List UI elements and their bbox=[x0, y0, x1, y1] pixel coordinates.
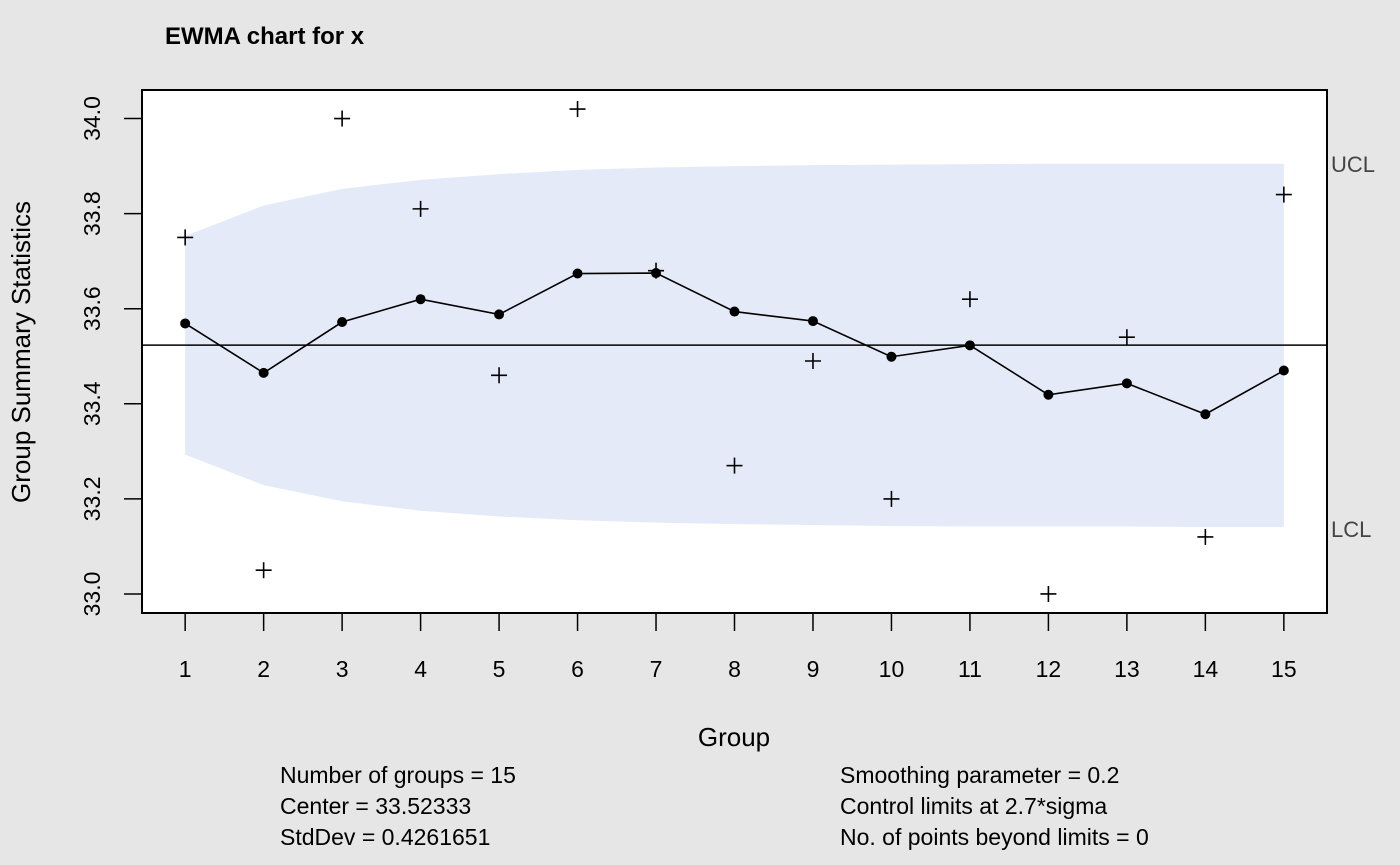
x-tick-label: 15 bbox=[1271, 656, 1297, 682]
ewma-point bbox=[180, 318, 191, 329]
ewma-point bbox=[337, 317, 348, 328]
lcl-label: LCL bbox=[1331, 517, 1371, 542]
ewma-point bbox=[494, 309, 505, 320]
ewma-point bbox=[886, 351, 897, 362]
y-tick-label: 33.4 bbox=[79, 381, 105, 426]
group-stat-point bbox=[255, 562, 272, 579]
group-stat-point bbox=[961, 291, 978, 308]
group-stat-point bbox=[177, 229, 194, 246]
stat-control-limits: Control limits at 2.7*sigma bbox=[840, 793, 1107, 819]
x-tick-label: 14 bbox=[1193, 656, 1219, 682]
ewma-point bbox=[258, 367, 269, 378]
x-tick-label: 4 bbox=[414, 656, 427, 682]
y-tick-label: 33.8 bbox=[79, 191, 105, 236]
group-stat-point bbox=[334, 110, 351, 127]
x-tick-label: 2 bbox=[257, 656, 270, 682]
group-stat-point bbox=[1118, 329, 1135, 346]
ewma-point bbox=[415, 294, 426, 305]
y-axis-label: Group Summary Statistics bbox=[6, 201, 36, 503]
ewma-point bbox=[807, 316, 818, 327]
ewma-point bbox=[1043, 389, 1054, 400]
ewma-point bbox=[572, 268, 583, 279]
x-tick-label: 8 bbox=[728, 656, 741, 682]
chart-title: EWMA chart for x bbox=[165, 23, 365, 50]
group-stat-point bbox=[1275, 186, 1292, 203]
stat-center: Center = 33.52333 bbox=[280, 793, 471, 819]
group-stat-point bbox=[569, 101, 586, 118]
group-stat-point bbox=[1040, 585, 1057, 602]
x-tick-label: 1 bbox=[179, 656, 192, 682]
stats-right: Smoothing parameter = 0.2 Control limits… bbox=[840, 762, 1149, 850]
group-stat-point bbox=[883, 490, 900, 507]
y-tick-label: 33.0 bbox=[79, 572, 105, 617]
x-tick-label: 13 bbox=[1114, 656, 1140, 682]
ucl-label: UCL bbox=[1331, 152, 1375, 177]
x-tick-label: 6 bbox=[571, 656, 584, 682]
ewma-point bbox=[964, 340, 975, 351]
group-stat-point bbox=[804, 353, 821, 370]
x-axis-label: Group bbox=[698, 722, 770, 752]
stat-stddev: StdDev = 0.4261651 bbox=[280, 824, 490, 850]
group-stat-point bbox=[1197, 528, 1214, 545]
ewma-point bbox=[1121, 378, 1132, 389]
x-tick-label: 7 bbox=[650, 656, 663, 682]
y-tick-label: 34.0 bbox=[79, 96, 105, 141]
ewma-point bbox=[729, 306, 740, 317]
x-tick-label: 10 bbox=[879, 656, 905, 682]
group-stat-point bbox=[412, 200, 429, 217]
stat-smoothing: Smoothing parameter = 0.2 bbox=[840, 762, 1119, 788]
stat-beyond-limits: No. of points beyond limits = 0 bbox=[840, 824, 1149, 850]
series-layer bbox=[177, 101, 1292, 602]
x-tick-label: 9 bbox=[807, 656, 820, 682]
y-axis: 33.0 33.2 33.4 33.6 33.8 34.0 bbox=[79, 96, 143, 617]
x-tick-label: 11 bbox=[958, 656, 982, 682]
y-tick-label: 33.6 bbox=[79, 286, 105, 331]
x-tick-label: 3 bbox=[336, 656, 349, 682]
group-stat-point bbox=[726, 457, 743, 474]
x-axis: 1 2 3 4 5 6 7 8 9 10 11 12 13 14 15 bbox=[179, 612, 1297, 682]
ewma-point bbox=[651, 268, 662, 279]
ewma-point bbox=[1278, 365, 1289, 376]
ewma-point bbox=[1200, 409, 1211, 420]
group-stat-point bbox=[491, 367, 508, 384]
stat-num-groups: Number of groups = 15 bbox=[280, 762, 516, 788]
x-tick-label: 5 bbox=[493, 656, 506, 682]
y-tick-label: 33.2 bbox=[79, 477, 105, 522]
x-tick-label: 12 bbox=[1036, 656, 1062, 682]
stats-left: Number of groups = 15 Center = 33.52333 … bbox=[280, 762, 516, 850]
